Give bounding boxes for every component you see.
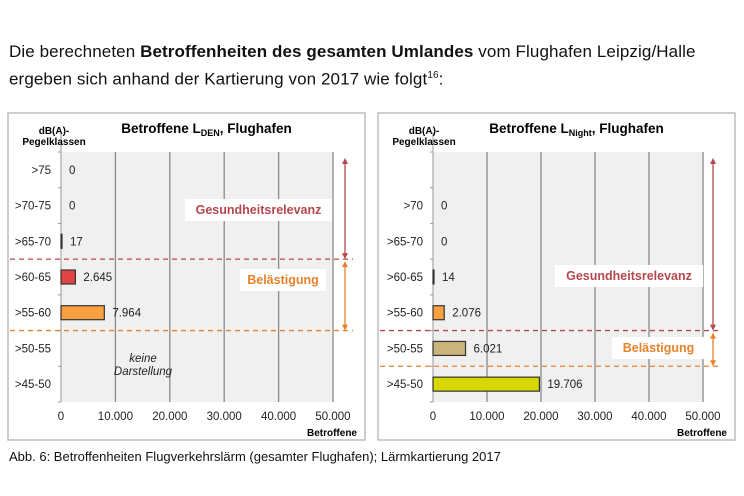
arrow-up-icon: [710, 158, 716, 164]
bar: [432, 340, 467, 357]
chart-1: 0 10.000 20.000 30.000 40.000 50.000 Betroffen…: [7, 112, 366, 441]
bar: [432, 305, 445, 321]
chart-title: Betroffene LNight, Flughafen: [489, 121, 664, 138]
zone-label: Belästigung: [623, 341, 695, 355]
x-tick-label: 20.000: [152, 411, 187, 423]
arrow-down-icon: [342, 324, 348, 331]
category-label: >50-55: [15, 343, 51, 355]
zone-label-box: [555, 265, 703, 287]
x-tick-label: 30.000: [577, 411, 612, 423]
category-label: >65-70: [15, 236, 51, 248]
data-label: 0: [441, 236, 447, 248]
chart-title-text: , Flughafen: [592, 121, 664, 136]
data-label: 19.706: [547, 379, 582, 391]
bar: [432, 376, 541, 392]
x-tick-label: 40.000: [261, 411, 296, 423]
zone-label: Gesundheitsrelevanz: [566, 269, 692, 283]
chart-title-text: Betroffene L: [489, 121, 569, 136]
y-axis-title: Pegelklassen: [392, 137, 455, 148]
bar: [60, 269, 76, 285]
intro-end: :: [438, 69, 444, 89]
arrow-down-icon: [710, 324, 716, 331]
x-tick-label: 0: [58, 411, 64, 423]
category-label: >75: [31, 165, 51, 177]
x-tick-label: 20.000: [523, 411, 558, 423]
chart-title-subscript: DEN: [201, 128, 220, 138]
zone-label-box: [612, 337, 705, 359]
chart-title-text: Betroffene L: [121, 121, 201, 136]
y-axis-title: dB(A)-: [39, 126, 70, 137]
footnote-ref[interactable]: 16: [427, 70, 439, 81]
arrow-up-icon: [342, 158, 348, 164]
intro-bold-text: Betroffenheiten des gesamten Umlandes: [140, 42, 474, 61]
y-axis-title: dB(A)-: [409, 126, 440, 137]
chart-title-subscript: Night: [569, 128, 592, 138]
category-label: >65-70: [387, 236, 423, 248]
data-label: 14: [442, 272, 455, 284]
data-label: 0: [69, 201, 75, 213]
category-label: >70-75: [15, 201, 51, 213]
category-label: >55-60: [387, 308, 423, 320]
x-tick-label: 10.000: [469, 411, 504, 423]
category-label: >50-55: [387, 343, 423, 355]
arrow-up-icon: [710, 332, 716, 339]
figure-caption: Abb. 6: Betroffenheiten Flugverkehrslärm…: [9, 449, 501, 464]
data-label: 0: [441, 201, 447, 213]
zone-label-box: [240, 269, 326, 291]
arrow-down-icon: [342, 253, 348, 260]
zone-label: Gesundheitsrelevanz: [196, 203, 322, 217]
x-axis-title: Betroffene: [677, 428, 727, 439]
y-axis-title: Pegelklassen: [22, 137, 85, 148]
intro-paragraph: Die berechneten Betroffenheiten des gesa…: [9, 40, 739, 92]
data-label: 2.645: [83, 272, 112, 284]
category-label: >60-65: [15, 272, 51, 284]
bar: [60, 233, 63, 249]
x-tick-label: 30.000: [207, 411, 242, 423]
arrow-down-icon: [710, 360, 716, 367]
x-tick-label: 50.000: [315, 411, 350, 423]
x-tick-label: 0: [430, 411, 436, 423]
intro-text-2: vom Flughafen Leipzig/Halle ergeben sich…: [9, 42, 696, 89]
chart-title: Betroffene LDEN, Flughafen: [121, 121, 292, 138]
zone-label-box: [185, 199, 332, 221]
data-label: 17: [70, 236, 83, 248]
x-axis-title: Betroffene: [307, 428, 357, 439]
category-label: >55-60: [15, 308, 51, 320]
zone-label: Belästigung: [247, 273, 319, 287]
data-label: 2.076: [452, 308, 481, 320]
intro-text: Die berechneten: [9, 42, 141, 61]
annotation-text: Darstellung: [114, 366, 173, 378]
category-label: >45-50: [15, 379, 51, 391]
x-tick-label: 10.000: [98, 411, 133, 423]
arrow-up-icon: [342, 261, 348, 268]
x-tick-label: 40.000: [631, 411, 666, 423]
category-label: >60-65: [387, 272, 423, 284]
chart-2: 0 10.000 20.000 30.000 40.000 50.000 Betroffen…: [377, 112, 736, 441]
category-label: >70: [403, 201, 423, 213]
chart-title-text: , Flughafen: [220, 121, 292, 136]
category-label: >45-50: [387, 379, 423, 391]
bar: [432, 269, 435, 285]
annotation-text: keine: [129, 353, 157, 365]
data-label: 6.021: [474, 343, 503, 355]
x-tick-label: 50.000: [685, 411, 720, 423]
bar: [60, 305, 105, 321]
data-label: 7.964: [112, 308, 141, 320]
data-label: 0: [69, 165, 75, 177]
